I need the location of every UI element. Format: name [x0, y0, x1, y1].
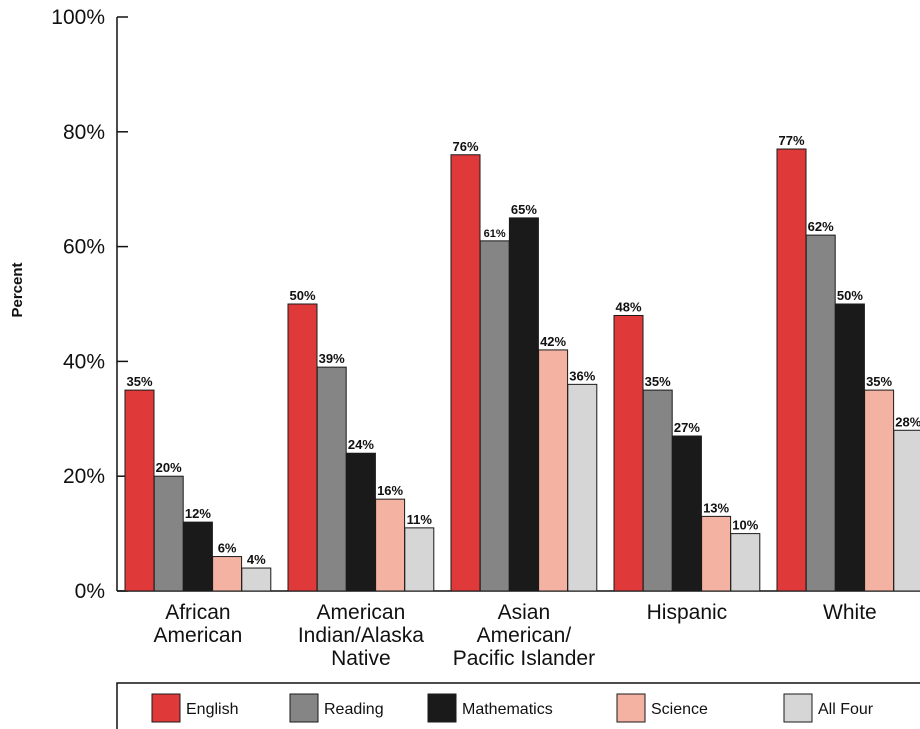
- legend-label: All Four: [818, 701, 874, 718]
- y-tick-label: 100%: [51, 6, 105, 29]
- bar-value-label: 50%: [837, 288, 863, 303]
- bar-value-label: 10%: [732, 518, 758, 533]
- bar-value-label: 50%: [289, 288, 315, 303]
- bar-english: [124, 389, 155, 592]
- bar-mathematics: [834, 303, 865, 592]
- bar-value-label: 76%: [452, 139, 478, 154]
- bar-value-label: 4%: [247, 552, 266, 567]
- bar-science: [212, 556, 243, 592]
- legend-swatch: [783, 693, 813, 723]
- bar-science: [701, 515, 732, 592]
- bar-reading: [479, 240, 510, 592]
- bar-value-label: 48%: [615, 299, 641, 314]
- bar-science: [375, 498, 406, 592]
- bar-mathematics: [508, 217, 539, 592]
- legend-label: English: [186, 701, 238, 718]
- bar-mathematics: [345, 452, 376, 592]
- bar-value-label: 35%: [126, 374, 152, 389]
- bar-reading: [805, 234, 836, 592]
- bar-english: [450, 154, 481, 592]
- bar-value-label: 39%: [319, 351, 345, 366]
- bar-reading: [153, 475, 184, 592]
- bar-value-label: 6%: [218, 541, 237, 556]
- legend-swatch: [616, 693, 646, 723]
- bar-value-label: 77%: [778, 133, 804, 148]
- y-tick-label: 20%: [63, 465, 105, 488]
- bar-value-label: 11%: [407, 512, 433, 527]
- bar-value-label: 35%: [645, 374, 671, 389]
- bar-value-label: 27%: [674, 420, 700, 435]
- legend-label: Reading: [324, 701, 384, 718]
- bar-mathematics: [671, 435, 702, 592]
- bar-value-label: 36%: [569, 368, 595, 383]
- bars: 35% 50% 76% 48% 77% 20% 39% 61% 35% 62% 12% 24% 65% 2…: [124, 133, 920, 592]
- bar-value-label: 35%: [866, 374, 892, 389]
- legend: English Reading Mathematics Science All Four: [116, 682, 920, 729]
- bar-value-label: 12%: [185, 506, 211, 521]
- bar-all-four: [893, 429, 920, 592]
- bar-science: [538, 349, 569, 592]
- bar-english: [776, 148, 807, 592]
- bar-all-four: [567, 383, 598, 592]
- bar-value-label: 28%: [895, 414, 920, 429]
- category-label: Hispanic: [647, 601, 728, 624]
- legend-label: Science: [651, 701, 708, 718]
- bar-reading: [316, 366, 347, 592]
- bar-all-four: [404, 527, 435, 592]
- bar-reading: [642, 389, 673, 592]
- bar-value-label: 13%: [703, 500, 729, 515]
- bar-value-label: 62%: [808, 219, 834, 234]
- category-label: Asian American/Pacific Islander: [453, 601, 595, 670]
- bar-all-four: [730, 533, 761, 592]
- y-tick-label: 60%: [63, 236, 105, 259]
- legend-label: Mathematics: [462, 701, 553, 718]
- bar-value-label: 65%: [511, 202, 537, 217]
- bar-value-label: 16%: [377, 483, 403, 498]
- legend-swatch: [427, 693, 457, 723]
- bar-value-label: 42%: [540, 334, 566, 349]
- category-labels: African American American Indian/Alaska Nati…: [154, 601, 877, 670]
- y-tick-label: 0%: [75, 580, 105, 603]
- y-tick-label: 40%: [63, 350, 105, 373]
- bar-mathematics: [182, 521, 213, 592]
- bar-value-label: 24%: [348, 437, 374, 452]
- bar-value-label: 61%: [484, 228, 506, 240]
- legend-box: [116, 682, 920, 729]
- bar-value-label: 20%: [156, 460, 182, 475]
- bar-all-four: [241, 567, 272, 592]
- category-label: White: [823, 601, 877, 624]
- legend-swatch: [289, 693, 319, 723]
- y-axis-label: Percent: [9, 262, 26, 317]
- bar-science: [864, 389, 895, 592]
- bar-english: [613, 314, 644, 592]
- category-label: African American: [154, 601, 243, 647]
- legend-swatch: [151, 693, 181, 723]
- category-label: American Indian/Alaska Native: [298, 601, 424, 670]
- y-tick-label: 80%: [63, 121, 105, 144]
- bar-english: [287, 303, 318, 592]
